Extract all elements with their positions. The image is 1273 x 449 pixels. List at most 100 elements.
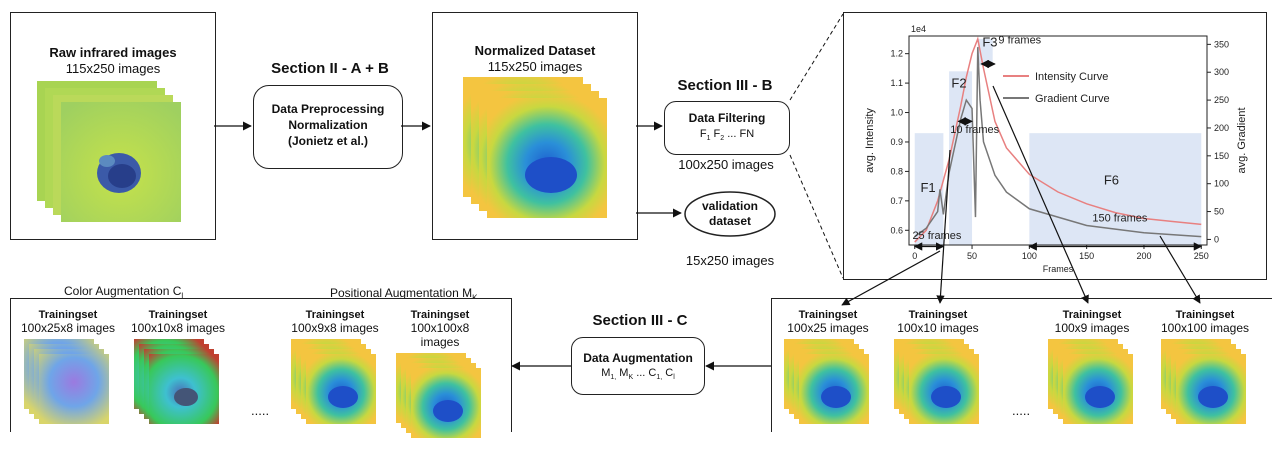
trainingset-image-stack <box>134 339 219 424</box>
section-iii-c-label: Section III - C <box>592 312 688 329</box>
right-ellipsis: ..... <box>1012 403 1031 418</box>
trainingset-title: Trainingset <box>908 309 968 321</box>
trainingset-count: 100x25x8 images <box>20 321 116 335</box>
trainingset-image-stack <box>894 339 979 424</box>
region-f2-label: F2 <box>951 76 966 91</box>
trainingset-count: 100x100x8 images <box>410 321 470 349</box>
right-trainingset-0: Trainingset 100x25 images <box>778 309 878 435</box>
preprocessing-line1: Data Preprocessing <box>271 102 385 116</box>
x-tick-label: 150 <box>1079 251 1094 261</box>
trainingset-title: Trainingset <box>1062 309 1122 321</box>
region-f3-label: F3 <box>982 34 997 49</box>
legend-intensity-label: Intensity Curve <box>1035 71 1108 83</box>
trainingset-count: 100x100 images <box>1160 321 1250 335</box>
raw-images-box: Raw infrared images 115x250 images <box>10 12 216 240</box>
data-filtering-box: Data Filtering F1 F2 ... FN <box>664 101 790 155</box>
raw-image-stack <box>37 81 181 222</box>
validation-line2: dataset <box>708 214 752 228</box>
zoom-line-top <box>789 13 844 101</box>
left-trainingset-0: Trainingset 100x25x8 images <box>18 309 118 435</box>
x-tick-label: 250 <box>1194 251 1209 261</box>
normalized-title: Normalized Dataset <box>474 43 596 58</box>
region-f1-label: F1 <box>920 180 935 195</box>
data-augmentation-formula: M1, MK ... C1, Cl <box>601 367 675 382</box>
trainingset-title: Trainingset <box>1175 309 1235 321</box>
trainingset-image-stack <box>24 339 109 424</box>
trainingset-title: Trainingset <box>410 309 470 321</box>
right-trainingset-2: Trainingset 100x9 images <box>1042 309 1142 435</box>
section-iii-b-label: Section III - B <box>677 77 773 94</box>
x-tick-label: 50 <box>967 251 977 261</box>
trainingset-image-stack <box>291 339 376 424</box>
x-axis-label: Frames <box>1043 264 1074 274</box>
trainingset-image-stack <box>784 339 869 424</box>
preprocessing-box: Data Preprocessing Normalization (Joniet… <box>253 85 403 169</box>
preprocessing-line3: (Jonietz et al.) <box>287 134 368 148</box>
y-right-axis-label: avg. Gradient <box>1236 107 1248 173</box>
trainingset-title: Trainingset <box>798 309 858 321</box>
y-right-tick-label: 250 <box>1214 95 1229 105</box>
y-left-tick-label: 0.7 <box>890 196 903 206</box>
validation-count: 15x250 images <box>685 253 775 268</box>
region-f6 <box>1029 133 1202 245</box>
trainingset-image-stack <box>1048 339 1133 424</box>
filtering-count: 100x250 images <box>678 157 774 172</box>
normalized-dataset-box: Normalized Dataset 115x250 images <box>432 12 638 240</box>
y-right-tick-label: 0 <box>1214 234 1219 244</box>
normalized-image-stack <box>463 77 607 218</box>
left-ellipsis: ..... <box>251 403 270 418</box>
region-f1-frames: 25 frames <box>912 230 961 242</box>
region-f6-label: F6 <box>1104 173 1119 188</box>
right-trainingset-3: Trainingset 100x100 images <box>1155 309 1255 435</box>
trainingset-count: 100x9 images <box>1054 321 1130 335</box>
color-augmentation-label: Color Augmentation Cl <box>64 284 184 301</box>
positional-augmentation-label: Positional Augmentation MK <box>330 286 477 302</box>
region-f2-frames: 10 frames <box>950 124 999 136</box>
validation-line1: validation <box>701 199 758 213</box>
x-tick-label: 200 <box>1136 251 1151 261</box>
y-right-tick-label: 100 <box>1214 179 1229 189</box>
data-filtering-formula: F1 F2 ... FN <box>699 128 755 143</box>
data-filtering-title: Data Filtering <box>688 111 766 125</box>
region-f2 <box>949 71 973 245</box>
y-left-tick-label: 1.1 <box>890 78 903 88</box>
raw-images-title: Raw infrared images <box>49 45 177 60</box>
chart-svg: 0.6 0.7 0.8 0.9 1.0 1.1 1.2 0 50 100 150 200 250 300 3… <box>864 24 1248 274</box>
trainingset-count: 100x9x8 images <box>291 321 379 335</box>
y-left-tick-label: 1.0 <box>890 108 903 118</box>
trainingset-count: 100x10 images <box>897 321 979 335</box>
preprocessing-line2: Normalization <box>288 118 368 132</box>
trainingset-count: 100x25 images <box>787 321 869 335</box>
right-trainingset-1: Trainingset 100x10 images <box>888 309 988 435</box>
left-trainingset-3: Trainingset 100x100x8 images <box>390 309 490 449</box>
zoom-line-bottom <box>789 154 844 279</box>
data-augmentation-box: Data Augmentation M1, MK ... C1, Cl <box>571 337 705 395</box>
region-f6-frames: 150 frames <box>1092 212 1148 224</box>
y-left-tick-label: 1.2 <box>890 49 903 59</box>
x-tick-label: 100 <box>1022 251 1037 261</box>
y-left-axis-label: avg. Intensity <box>864 108 876 173</box>
y-right-tick-label: 150 <box>1214 151 1229 161</box>
scale-label: 1e4 <box>911 24 926 34</box>
trainingset-title: Trainingset <box>305 309 365 321</box>
y-right-tick-label: 300 <box>1214 67 1229 77</box>
trainingset-image-stack <box>396 353 481 438</box>
trainingset-count: 100x10x8 images <box>130 321 226 335</box>
x-tick-label: 0 <box>912 251 917 261</box>
trainingset-title: Trainingset <box>148 309 208 321</box>
region-f1 <box>914 133 944 245</box>
y-right-tick-label: 50 <box>1214 207 1224 217</box>
trainingset-image-stack <box>1161 339 1246 424</box>
y-left-tick-label: 0.6 <box>890 225 903 235</box>
left-trainingset-2: Trainingset 100x9x8 images <box>285 309 385 435</box>
legend-gradient-label: Gradient Curve <box>1035 93 1110 105</box>
y-right-tick-label: 350 <box>1214 39 1229 49</box>
trainingset-title: Trainingset <box>38 309 98 321</box>
left-trainingset-1: Trainingset 100x10x8 images <box>128 309 228 435</box>
validation-ellipse <box>684 191 776 237</box>
section-ii-label: Section II - A + B <box>271 60 389 77</box>
y-left-tick-label: 0.9 <box>890 137 903 147</box>
region-f3-frames: 9 frames <box>998 34 1041 46</box>
raw-images-subtitle: 115x250 images <box>65 61 161 76</box>
data-augmentation-title: Data Augmentation <box>583 351 693 365</box>
